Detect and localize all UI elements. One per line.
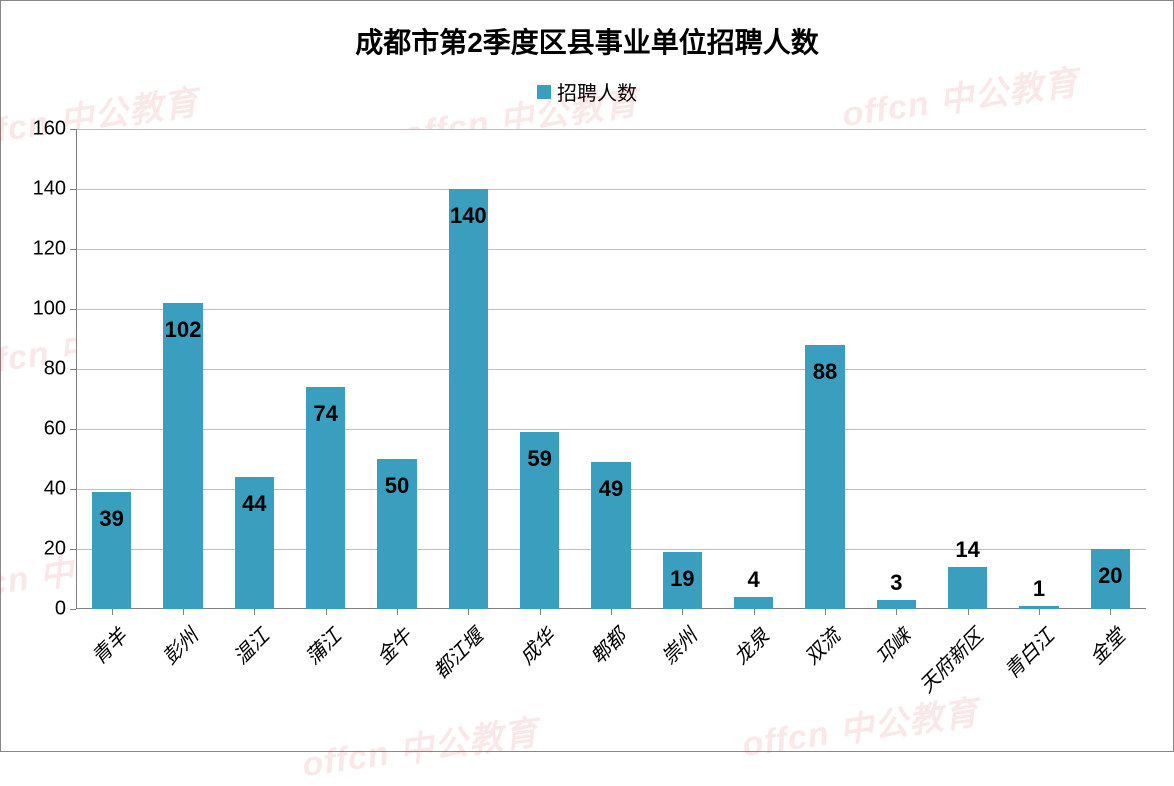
x-tick-mark [540, 609, 541, 615]
bar: 74 [306, 387, 345, 609]
x-tick-label: 金堂 [1082, 621, 1131, 670]
bar-value-label: 102 [165, 317, 202, 343]
bar-value-label: 1 [1033, 576, 1045, 602]
x-tick-mark [183, 609, 184, 615]
bar-value-label: 44 [242, 491, 266, 517]
plot-area: 020406080100120140160 39青羊102彭州44温江74蒲江5… [76, 129, 1146, 609]
y-tick-label: 60 [44, 418, 76, 441]
y-tick-label: 100 [33, 298, 76, 321]
y-tick-label: 20 [44, 538, 76, 561]
bars-layer: 39青羊102彭州44温江74蒲江50金牛140都江堰59成华49郫都19崇州4… [76, 129, 1146, 609]
legend-swatch [537, 85, 551, 99]
x-tick-mark [611, 609, 612, 615]
y-tick-label: 0 [55, 598, 76, 621]
bar: 140 [449, 189, 488, 609]
bar: 59 [520, 432, 559, 609]
x-tick-label: 金牛 [369, 621, 418, 670]
x-tick-mark [1110, 609, 1111, 615]
x-tick-label: 双流 [797, 621, 846, 670]
bar-value-label: 50 [385, 473, 409, 499]
bar-value-label: 59 [527, 446, 551, 472]
watermark-text: offcn 中公教育 [299, 705, 541, 786]
x-tick-label: 邛崃 [868, 621, 917, 670]
bar-value-label: 140 [450, 203, 487, 229]
watermark-text: offcn 中公教育 [739, 685, 981, 767]
bar-value-label: 4 [748, 567, 760, 593]
bar-value-label: 49 [599, 476, 623, 502]
bar: 102 [163, 303, 202, 609]
bar: 44 [235, 477, 274, 609]
x-tick-mark [326, 609, 327, 615]
x-tick-mark [112, 609, 113, 615]
bar: 50 [377, 459, 416, 609]
bar-value-label: 74 [313, 401, 337, 427]
y-tick-label: 120 [33, 238, 76, 261]
x-tick-mark [397, 609, 398, 615]
x-tick-label: 彭州 [155, 621, 204, 670]
x-tick-mark [682, 609, 683, 615]
bar: 3 [877, 600, 916, 609]
y-tick-label: 80 [44, 358, 76, 381]
y-tick-label: 40 [44, 478, 76, 501]
x-tick-label: 温江 [226, 621, 275, 670]
y-tick-label: 140 [33, 178, 76, 201]
bar: 19 [663, 552, 702, 609]
legend-label: 招聘人数 [557, 83, 637, 105]
x-tick-label: 都江堰 [426, 621, 489, 684]
bar: 4 [734, 597, 773, 609]
y-tick-label: 160 [33, 118, 76, 141]
chart-container: offcn 中公教育offcn 中公教育offcn 中公教育offcn 中公教育… [0, 0, 1174, 752]
bar: 20 [1091, 549, 1130, 609]
x-tick-mark [754, 609, 755, 615]
x-tick-label: 崇州 [654, 621, 703, 670]
x-tick-mark [1039, 609, 1040, 615]
bar: 14 [948, 567, 987, 609]
bar-value-label: 20 [1098, 563, 1122, 589]
x-tick-mark [254, 609, 255, 615]
bar-value-label: 39 [99, 506, 123, 532]
bar-value-label: 88 [813, 359, 837, 385]
x-tick-label: 天府新区 [911, 621, 988, 698]
x-tick-label: 蒲江 [297, 621, 346, 670]
x-tick-mark [468, 609, 469, 615]
x-tick-mark [896, 609, 897, 615]
x-tick-mark [825, 609, 826, 615]
bar-value-label: 14 [955, 537, 979, 563]
x-tick-label: 郫都 [583, 621, 632, 670]
x-tick-label: 青白江 [997, 621, 1060, 684]
bar-value-label: 3 [890, 570, 902, 596]
x-tick-label: 龙泉 [725, 621, 774, 670]
x-tick-label: 青羊 [83, 621, 132, 670]
bar: 39 [92, 492, 131, 609]
bar-value-label: 19 [670, 566, 694, 592]
chart-title: 成都市第2季度区县事业单位招聘人数 [1, 1, 1173, 61]
bar: 49 [591, 462, 630, 609]
chart-legend: 招聘人数 [1, 77, 1173, 106]
x-tick-label: 成华 [511, 621, 560, 670]
bar: 88 [805, 345, 844, 609]
x-tick-mark [968, 609, 969, 615]
